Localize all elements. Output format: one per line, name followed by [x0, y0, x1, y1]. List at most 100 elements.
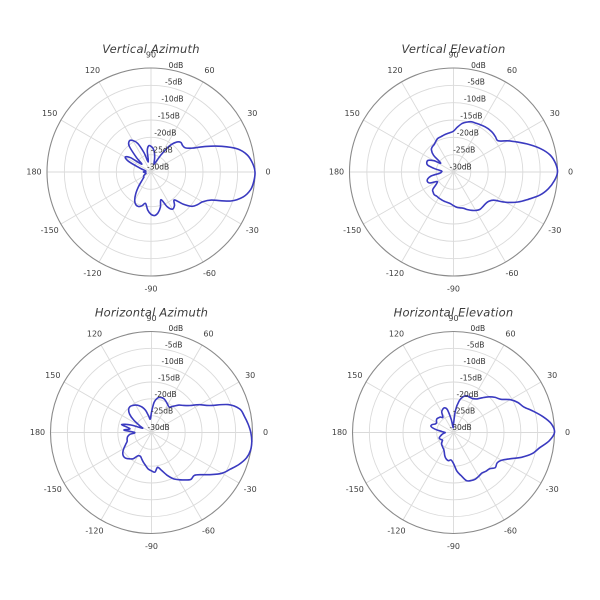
- radial-tick-label: 0dB: [471, 61, 486, 70]
- polar-plot-horizontal-elevation: 0 30 60 90 120 150 180 -150 -120 -90 -60 -30 0dB -5dB…: [300, 300, 600, 600]
- angle-tick-label: 60: [507, 66, 517, 75]
- angle-tick-label: -30: [244, 485, 257, 494]
- angle-tick-label: 150: [347, 371, 362, 380]
- radial-tick-label: -30dB: [147, 163, 169, 172]
- radial-tick-label: -15dB: [158, 374, 180, 383]
- vertical-azimuth-canvas: 0 30 60 90 120 150 180 -150 -120 -90 -60 -30 0dB -5dB…: [26, 42, 270, 294]
- angle-tick-label: -90: [145, 542, 158, 551]
- grid-ring: [100, 381, 203, 484]
- angle-tick-label: -30: [548, 226, 561, 235]
- radial-tick-label: -25dB: [151, 407, 173, 416]
- grid-ring: [368, 347, 539, 518]
- angle-tick-label: 30: [547, 371, 557, 380]
- angle-tick-label: 150: [45, 371, 60, 380]
- polar-plot-horizontal-azimuth: 0 30 60 90 120 150 180 -150 -120 -90 -60 -30 0dB -5dB…: [0, 300, 300, 600]
- angle-tick-label: -90: [447, 285, 460, 294]
- radial-tick-label: -5dB: [165, 341, 182, 350]
- grid-ring: [66, 347, 237, 518]
- radial-tick-label: 0dB: [169, 324, 184, 333]
- angle-tick-label: 180: [26, 168, 41, 177]
- grid-ring: [133, 154, 169, 190]
- radial-tick-label: 0dB: [471, 324, 486, 333]
- radiation-pattern-curve: [124, 139, 256, 217]
- angle-tick-label: -60: [203, 269, 216, 278]
- angle-tick-label: -30: [246, 226, 259, 235]
- radiation-pattern-curve: [120, 396, 253, 481]
- angle-tick-label: 180: [332, 428, 347, 437]
- radial-tick-label: -20dB: [154, 129, 176, 138]
- angle-tick-label: -60: [504, 527, 517, 536]
- radial-tick-label: -20dB: [457, 390, 479, 399]
- angle-tick-label: -90: [447, 542, 460, 551]
- grid-ring: [115, 136, 187, 208]
- angle-tick-label: 30: [245, 371, 255, 380]
- grid-ring: [383, 102, 524, 242]
- angle-tick-label: 180: [30, 428, 45, 437]
- angle-tick-label: -120: [386, 269, 404, 278]
- angle-tick-label: -30: [546, 485, 559, 494]
- horizontal-azimuth-canvas: 0 30 60 90 120 150 180 -150 -120 -90 -60 -30 0dB -5dB…: [30, 306, 268, 552]
- angle-tick-label: -60: [202, 527, 215, 536]
- radial-tick-label: -15dB: [158, 112, 180, 121]
- radiation-pattern-curve: [430, 394, 556, 482]
- radial-tick-label: -10dB: [464, 95, 486, 104]
- plot-title: Horizontal Azimuth: [95, 306, 208, 320]
- grid-ring: [401, 119, 506, 225]
- angle-tick-label: 90: [146, 314, 156, 323]
- grid-ring: [98, 119, 204, 225]
- polar-plot-vertical-elevation: 0 30 60 90 120 150 180 -150 -120 -90 -60 -30 0dB -5dB…: [300, 0, 600, 300]
- angle-tick-label: 150: [42, 109, 57, 118]
- radial-tick-label: -5dB: [467, 341, 484, 350]
- radial-tick-label: -25dB: [453, 146, 475, 155]
- angle-tick-label: 30: [247, 109, 257, 118]
- angle-tick-label: -150: [343, 226, 361, 235]
- radial-tick-label: -10dB: [162, 357, 184, 366]
- grid-ring: [402, 381, 505, 484]
- radial-tick-label: -15dB: [460, 374, 482, 383]
- angle-tick-label: 90: [146, 51, 156, 60]
- angle-tick-label: -150: [41, 226, 59, 235]
- angle-tick-label: 120: [87, 329, 102, 338]
- vertical-elevation-canvas: 0 30 60 90 120 150 180 -150 -120 -90 -60 -30 0dB -5dB…: [329, 42, 573, 294]
- angle-tick-label: 120: [389, 329, 404, 338]
- radial-tick-label: -10dB: [464, 357, 486, 366]
- grid-ring: [385, 364, 522, 501]
- angle-tick-label: -120: [83, 269, 101, 278]
- angle-tick-label: -120: [387, 527, 405, 536]
- plot-title: Vertical Azimuth: [102, 42, 200, 56]
- angle-tick-label: -150: [44, 485, 62, 494]
- angle-tick-label: 60: [204, 66, 214, 75]
- grid-ring: [83, 364, 220, 501]
- angle-tick-label: -90: [144, 285, 157, 294]
- grid-ring: [435, 154, 472, 190]
- grid-ring: [436, 415, 471, 450]
- outer-ring: [49, 330, 254, 535]
- polar-plot-vertical-azimuth: 0 30 60 90 120 150 180 -150 -120 -90 -60 -30 0dB -5dB…: [0, 0, 300, 300]
- angle-tick-label: 60: [203, 329, 213, 338]
- radial-tick-label: -5dB: [468, 78, 485, 87]
- grid-ring: [63, 84, 239, 260]
- plot-title: Horizontal Elevation: [394, 306, 514, 320]
- radial-tick-label: -30dB: [450, 163, 472, 172]
- angle-tick-label: -150: [346, 485, 364, 494]
- grid-ring: [117, 398, 186, 467]
- angle-tick-label: 90: [448, 51, 458, 60]
- radial-tick-label: -25dB: [453, 407, 475, 416]
- radial-tick-label: -20dB: [457, 129, 479, 138]
- radial-tick-label: -30dB: [148, 423, 170, 432]
- grid-ring: [419, 398, 488, 467]
- radiation-pattern-curve: [425, 120, 559, 212]
- angle-tick-label: 0: [568, 168, 573, 177]
- radial-tick-label: 0dB: [169, 61, 184, 70]
- grid-ring: [366, 84, 541, 260]
- angle-tick-label: 0: [565, 428, 570, 437]
- angle-tick-label: 60: [505, 329, 515, 338]
- radial-tick-label: -5dB: [165, 78, 182, 87]
- angle-tick-label: -120: [85, 527, 103, 536]
- radial-tick-label: -15dB: [460, 112, 482, 121]
- radial-tick-label: -25dB: [151, 146, 173, 155]
- angle-tick-label: 90: [448, 314, 458, 323]
- grid-ring: [418, 136, 489, 208]
- angle-tick-label: 120: [387, 66, 402, 75]
